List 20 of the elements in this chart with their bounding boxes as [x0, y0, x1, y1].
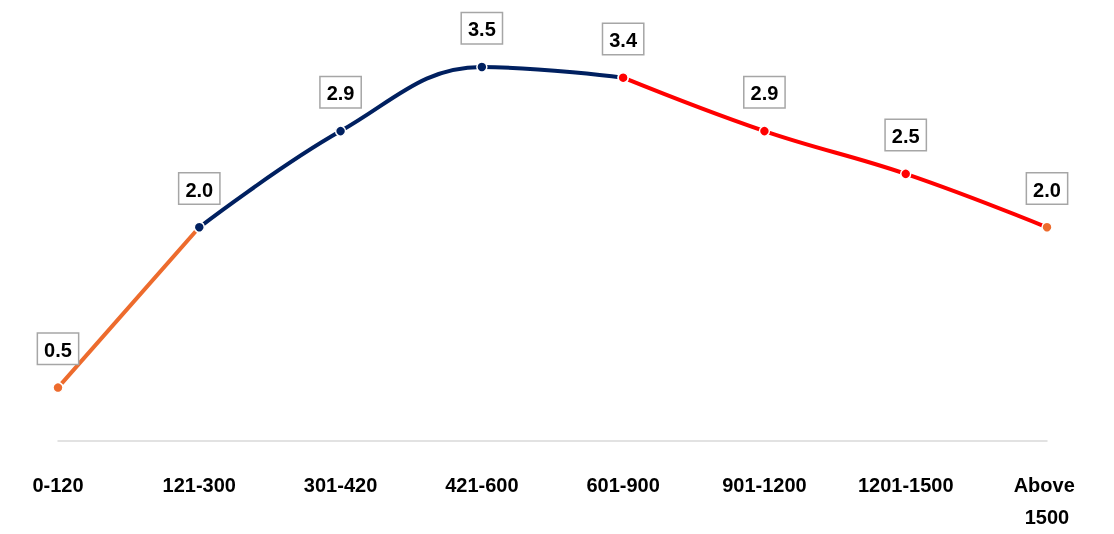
x-tick-label: Above 1500	[1013, 474, 1081, 528]
x-tick-label: 121-300	[162, 474, 236, 496]
x-tick-label: 1201-1500	[857, 474, 954, 496]
data-label: 3.5	[467, 18, 496, 41]
x-tick-label: 301-420	[303, 474, 378, 496]
data-label: 2.5	[891, 125, 920, 148]
x-tick-label: 421-600	[445, 474, 519, 496]
point	[758, 125, 771, 137]
x-tick-label: 0-120	[32, 474, 84, 496]
data-label: 2.0	[185, 178, 214, 201]
x-tick-label: 601-900	[586, 474, 660, 496]
point	[334, 125, 347, 137]
data-label: 2.9	[750, 82, 779, 105]
data-label: 2.9	[326, 82, 355, 105]
data-label: 0.5	[44, 338, 72, 361]
point	[899, 168, 912, 180]
data-label: 3.4	[609, 28, 638, 51]
x-tick-label: 901-1200	[722, 474, 807, 496]
data-label: 2.0	[1033, 178, 1061, 201]
point	[476, 61, 488, 73]
